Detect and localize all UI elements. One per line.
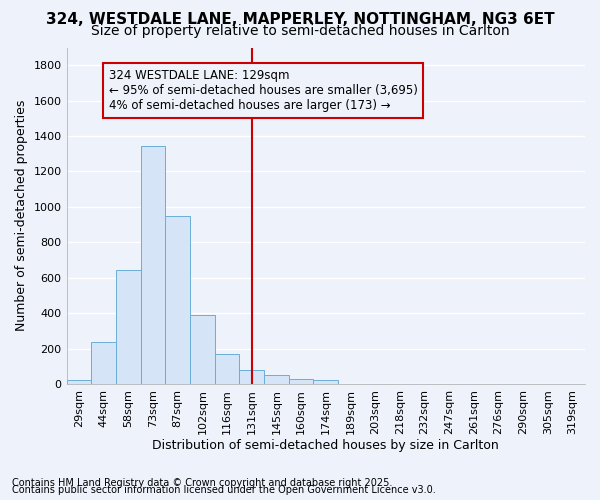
Text: Size of property relative to semi-detached houses in Carlton: Size of property relative to semi-detach… (91, 24, 509, 38)
Bar (190, 315, 215, 384)
Bar (165, 216, 190, 384)
Bar (264, 375, 289, 384)
Bar (91, 342, 116, 384)
Bar (239, 370, 264, 384)
Bar (140, 146, 165, 384)
Bar (289, 378, 313, 384)
X-axis label: Distribution of semi-detached houses by size in Carlton: Distribution of semi-detached houses by … (152, 440, 499, 452)
Text: 324 WESTDALE LANE: 129sqm
← 95% of semi-detached houses are smaller (3,695)
4% o: 324 WESTDALE LANE: 129sqm ← 95% of semi-… (109, 68, 418, 112)
Text: 324, WESTDALE LANE, MAPPERLEY, NOTTINGHAM, NG3 6ET: 324, WESTDALE LANE, MAPPERLEY, NOTTINGHA… (46, 12, 554, 28)
Bar (313, 380, 338, 384)
Bar (116, 270, 140, 384)
Bar (215, 354, 239, 384)
Text: Contains HM Land Registry data © Crown copyright and database right 2025.: Contains HM Land Registry data © Crown c… (12, 478, 392, 488)
Bar (67, 380, 91, 384)
Text: Contains public sector information licensed under the Open Government Licence v3: Contains public sector information licen… (12, 485, 436, 495)
Y-axis label: Number of semi-detached properties: Number of semi-detached properties (15, 100, 28, 332)
